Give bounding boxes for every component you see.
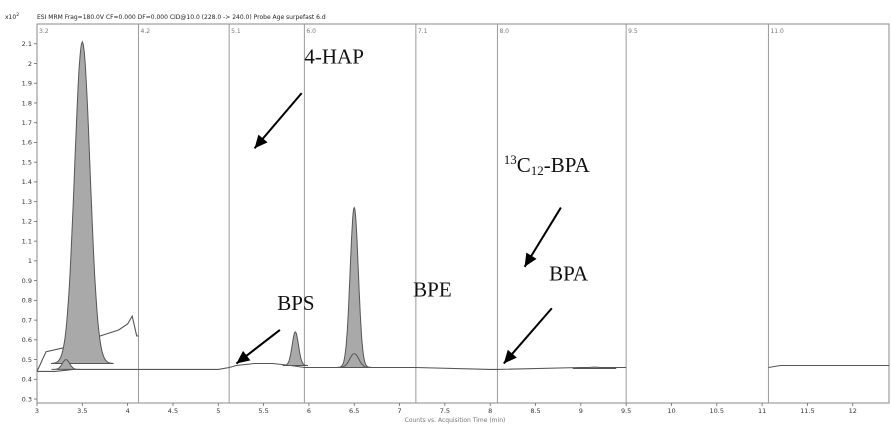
segment-label-5: 8.0 [499, 28, 509, 35]
x-tick-label-1: 3.5 [77, 407, 87, 415]
annotation-arrowhead-0 [254, 134, 268, 149]
annotation-arrowhead-2 [236, 350, 251, 364]
y-tick-label-4: 0.7 [22, 316, 32, 324]
annotation-sub-1: 12 [531, 163, 544, 178]
x-tick-label-7: 6.5 [349, 407, 359, 415]
x-tick-label-18: 12 [849, 407, 857, 415]
x-tick-label-2: 4 [126, 407, 130, 415]
segment-label-3: 6.0 [306, 28, 316, 35]
y-tick-label-10: 1.3 [22, 198, 32, 206]
peak-4 [336, 353, 373, 368]
x-tick-label-11: 8.5 [530, 407, 540, 415]
y-tick-label-15: 1.8 [22, 99, 32, 107]
trace-line-0 [37, 362, 627, 372]
peak-3 [337, 206, 371, 368]
segment-label-2: 5.1 [231, 28, 241, 35]
y-axis: 0.3 0.4 0.5 0.6 0.7 0.8 0.9 1 1.1 1.2 1.3 1.4 1.5 1.6… [22, 40, 37, 403]
segment-label-1: 4.2 [141, 28, 151, 35]
segment-labels: 3.2 4.2 5.1 6.0 7.1 8.0 9.5 11.0 [39, 28, 784, 35]
y-tick-label-8: 1.1 [22, 237, 32, 245]
segment-label-4: 7.1 [418, 28, 428, 35]
annotation-sup-1: 13 [504, 152, 517, 167]
traces [36, 314, 889, 372]
annotation-label-2: BPS [277, 291, 314, 315]
peak-0 [51, 40, 114, 364]
annotation-suffix-1: -BPA [544, 153, 591, 177]
y-tick-label-3: 0.6 [22, 336, 32, 344]
x-axis-label: Counts vs. Acquisition Time (min) [405, 417, 506, 424]
x-tick-label-6: 6 [307, 407, 311, 415]
header-text: ESI MRM Frag=180.0V CF=0.000 DF=0.000 CI… [37, 14, 326, 21]
x-tick-label-9: 7.5 [440, 407, 450, 415]
x-tick-label-15: 10.5 [710, 407, 724, 415]
annotation-label-3: BPE [413, 277, 452, 301]
x-tick-label-16: 11 [758, 407, 766, 415]
x-tick-label-5: 5.5 [258, 407, 268, 415]
y-tick-label-14: 1.7 [22, 119, 32, 127]
annotation-label-1: 13C12-BPA [504, 152, 591, 178]
y-tick-label-13: 1.6 [22, 139, 32, 147]
segment-boundaries [138, 24, 769, 403]
y-exponent-power: 2 [16, 12, 19, 18]
peaks [51, 40, 617, 370]
peak-1 [51, 359, 81, 370]
peak-5 [572, 366, 617, 369]
y-tick-label-12: 1.5 [22, 158, 32, 166]
x-tick-label-12: 9 [579, 407, 583, 415]
trace-line-1 [36, 314, 139, 372]
y-tick-label-18: 2.1 [22, 40, 32, 48]
x-tick-label-4: 5 [216, 407, 220, 415]
y-exponent-label: x102 [5, 12, 19, 21]
x-tick-label-13: 9.5 [621, 407, 631, 415]
annotation-label-0: 4-HAP [304, 44, 364, 68]
trace-line-2 [768, 364, 889, 369]
x-tick-label-10: 8 [488, 407, 492, 415]
x-tick-label-14: 10 [667, 407, 675, 415]
annotation-arrowhead-1 [524, 252, 537, 267]
segment-label-7: 11.0 [770, 28, 784, 35]
x-axis: 3 3.5 4 4.5 5 5.5 6 6.5 7 7.5 8 8.5 9 9.5 10 10.5 11 11.5… [35, 403, 857, 415]
plot-frame [36, 23, 890, 404]
x-tick-label-8: 7 [397, 407, 401, 415]
y-tick-label-0: 0.3 [22, 395, 32, 403]
x-tick-label-0: 3 [35, 407, 39, 415]
y-tick-label-7: 1 [28, 257, 32, 265]
annotation-arrowhead-4 [503, 349, 517, 364]
x-tick-label-3: 4.5 [168, 407, 178, 415]
y-tick-label-11: 1.4 [22, 178, 32, 186]
annotations: 4-HAP 13C12-BPA BPS BPE BPA [235, 44, 591, 365]
y-tick-label-6: 0.9 [22, 277, 32, 285]
y-tick-label-16: 1.9 [22, 80, 32, 88]
peak-2 [282, 331, 308, 366]
y-tick-label-9: 1.2 [22, 218, 32, 226]
x-tick-label-17: 11.5 [800, 407, 814, 415]
segment-label-0: 3.2 [39, 28, 49, 35]
annotation-label-4: BPA [549, 262, 589, 286]
y-tick-label-2: 0.5 [22, 356, 32, 364]
y-tick-label-1: 0.4 [22, 376, 32, 384]
segment-label-6: 9.5 [628, 28, 638, 35]
annotation-prefix-1: C [517, 153, 531, 177]
y-tick-label-5: 0.8 [22, 297, 32, 305]
y-exponent-base: x10 [5, 14, 16, 21]
y-tick-label-17: 2 [28, 60, 32, 68]
